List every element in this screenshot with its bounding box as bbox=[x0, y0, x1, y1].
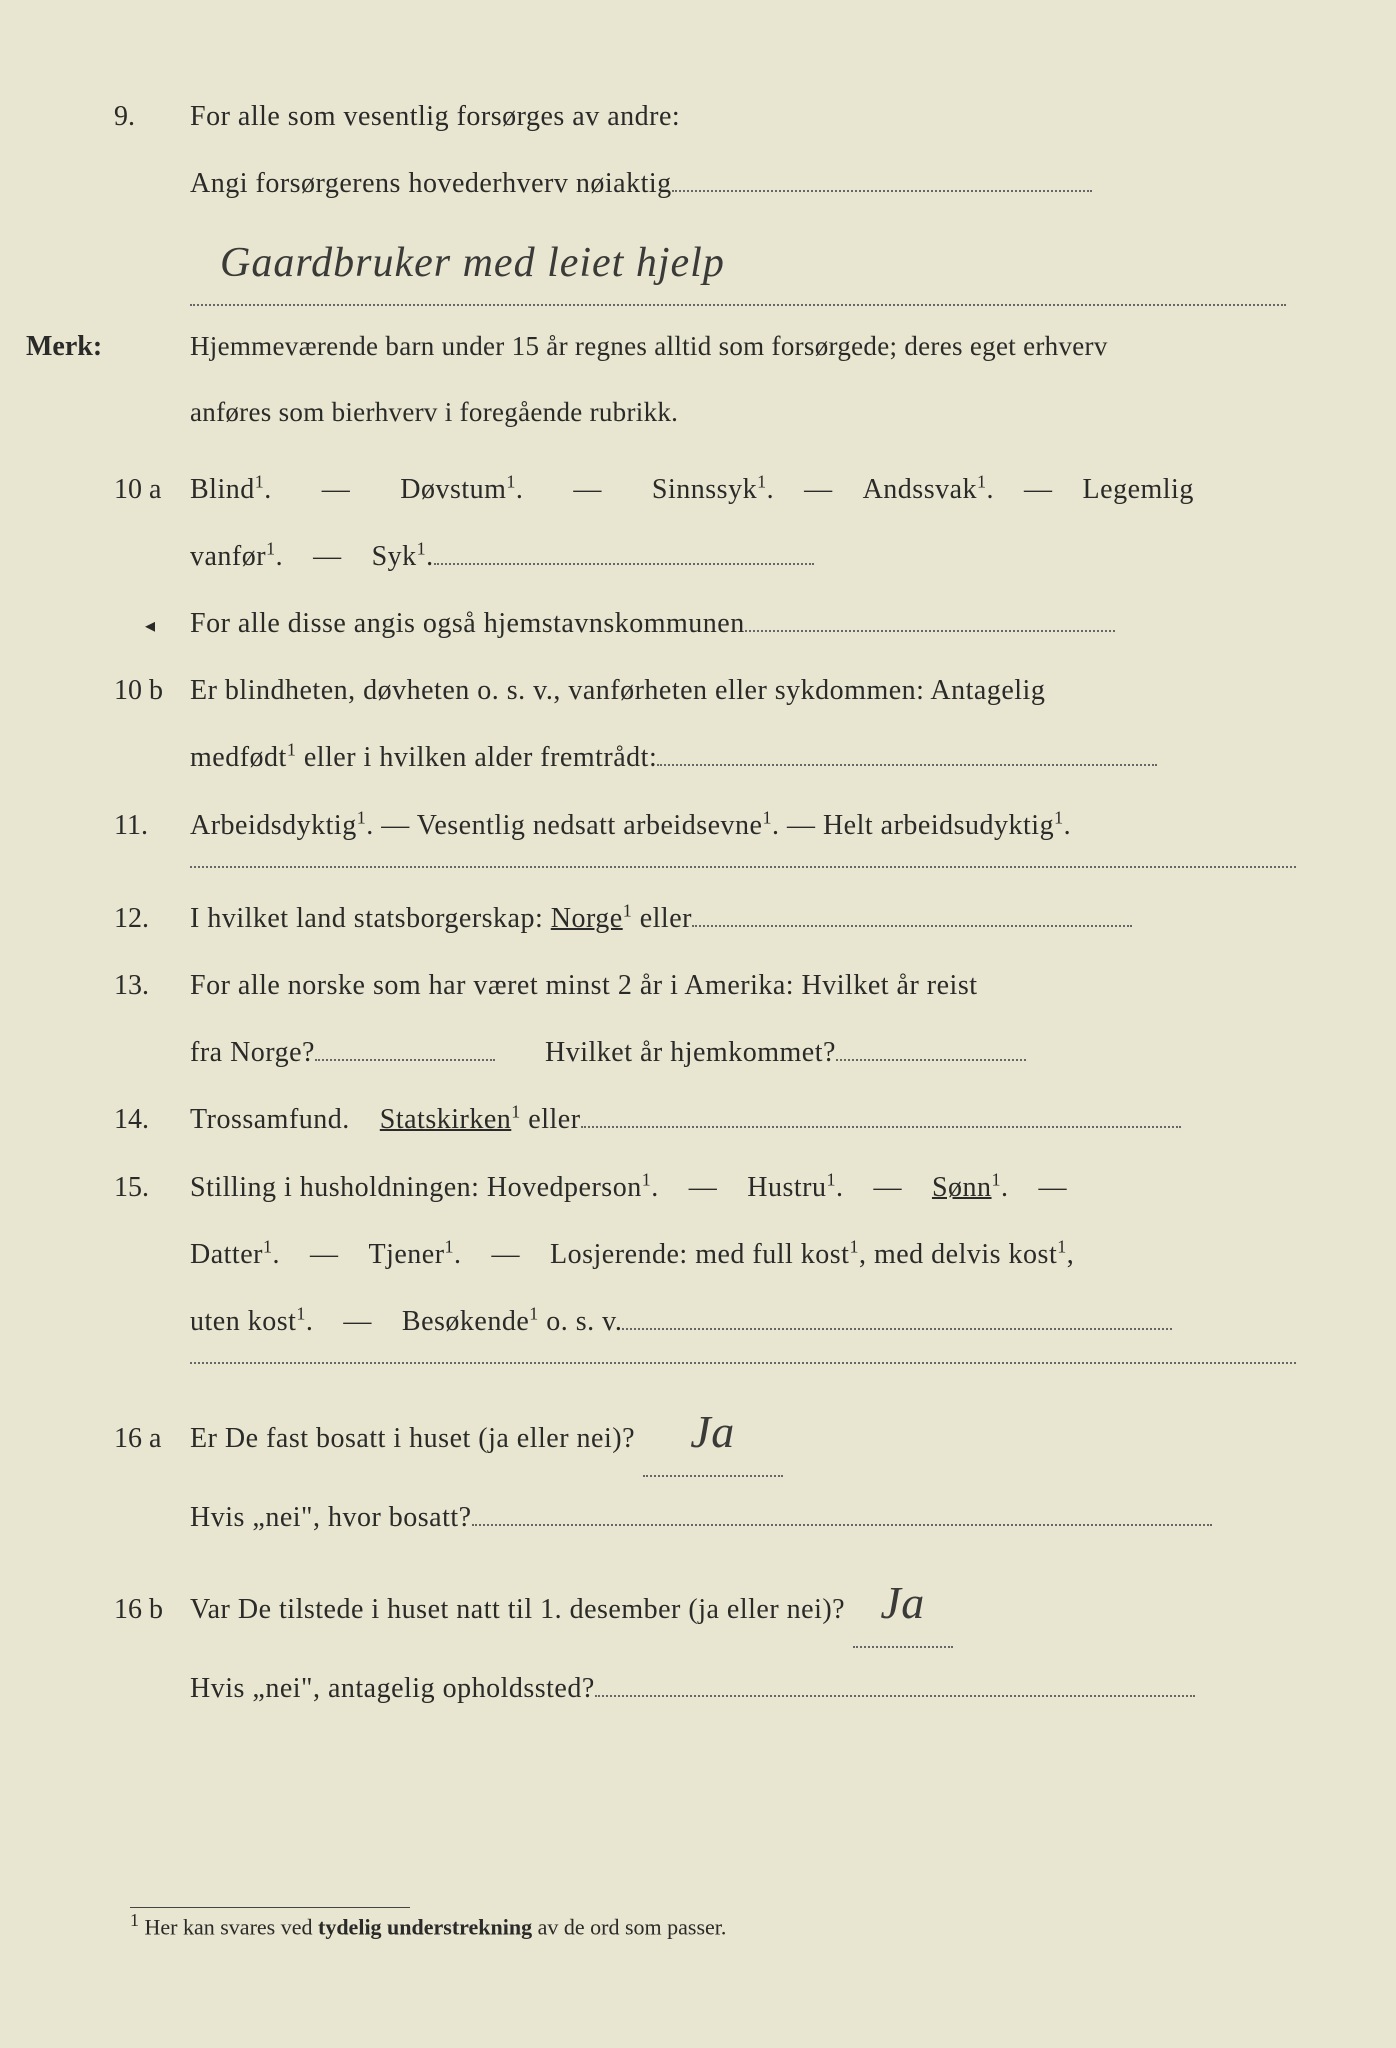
q12-num: 12. bbox=[110, 892, 190, 945]
q9-num: 9. bbox=[110, 90, 190, 143]
q16a-hand: Ja bbox=[690, 1388, 734, 1475]
q9-text1: For alle som vesentlig forsørges av andr… bbox=[190, 90, 1306, 143]
q15-sonn: Sønn bbox=[932, 1172, 992, 1203]
q10a-line1: 10 a Blind1.—Døvstum1.—Sinnssyk1.—Andssv… bbox=[110, 463, 1306, 516]
q10b-line1: 10 b Er blindheten, døvheten o. s. v., v… bbox=[110, 664, 1306, 717]
q11-line: 11. Arbeidsdyktig1. — Vesentlig nedsatt … bbox=[110, 799, 1306, 852]
footnote: 1 Her kan svares ved tydelig understrekn… bbox=[130, 1903, 726, 1948]
q16b-line2: Hvis „nei", antagelig opholdssted? bbox=[110, 1662, 1306, 1715]
q13-text1: For alle norske som har været minst 2 år… bbox=[190, 959, 1306, 1012]
q15-line2: Datter1.—Tjener1.—Losjerende: med full k… bbox=[110, 1228, 1306, 1281]
q15-num: 15. bbox=[110, 1161, 190, 1214]
q10a-num: 10 a bbox=[110, 463, 190, 516]
q9-line1: 9. For alle som vesentlig forsørges av a… bbox=[110, 90, 1306, 143]
q10a-line2: vanfør1.—Syk1. bbox=[110, 530, 1306, 583]
q14-num: 14. bbox=[110, 1093, 190, 1146]
q16a-num: 16 a bbox=[110, 1412, 190, 1465]
q15-blank-line bbox=[190, 1362, 1296, 1364]
q15-line1: 15. Stilling i husholdningen: Hovedperso… bbox=[110, 1161, 1306, 1214]
merk-label: Merk: bbox=[20, 320, 110, 373]
q9-text2: Angi forsørgerens hovederhverv nøiaktig bbox=[190, 168, 672, 199]
q16b-line1: 16 b Var De tilstede i huset natt til 1.… bbox=[110, 1559, 1306, 1648]
q13-num: 13. bbox=[110, 959, 190, 1012]
merk-text2: anføres som bierhverv i foregående rubri… bbox=[190, 387, 1306, 438]
q10a-bullet: ◂ For alle disse angis også hjemstavnsko… bbox=[110, 597, 1306, 650]
q11-num: 11. bbox=[110, 799, 190, 852]
merk-text1: Hjemmeværende barn under 15 år regnes al… bbox=[190, 331, 1108, 361]
q16b-hand: Ja bbox=[880, 1559, 924, 1646]
q12-norge: Norge bbox=[551, 903, 623, 934]
q10b-line2: medfødt1 eller i hvilken alder fremtrådt… bbox=[110, 731, 1306, 784]
q10b-text1: Er blindheten, døvheten o. s. v., vanfør… bbox=[190, 664, 1306, 717]
q14-line: 14. Trossamfund.Statskirken1 eller bbox=[110, 1093, 1306, 1146]
q9-handwritten-row: Gaardbruker med leiet hjelp bbox=[110, 224, 1306, 306]
q9-line2: Angi forsørgerens hovederhverv nøiaktig bbox=[110, 157, 1306, 210]
q16a-line2: Hvis „nei", hvor bosatt? bbox=[110, 1491, 1306, 1544]
q9-handwritten: Gaardbruker med leiet hjelp bbox=[220, 240, 725, 286]
q12-line: 12. I hvilket land statsborgerskap: Norg… bbox=[110, 892, 1306, 945]
merk-row2: anføres som bierhverv i foregående rubri… bbox=[110, 387, 1306, 438]
q11-blank-line bbox=[190, 866, 1296, 868]
q16a-line1: 16 a Er De fast bosatt i huset (ja eller… bbox=[110, 1388, 1306, 1477]
merk-row: Merk: Hjemmeværende barn under 15 år reg… bbox=[110, 320, 1306, 373]
q16b-num: 16 b bbox=[110, 1583, 190, 1636]
q13-line1: 13. For alle norske som har været minst … bbox=[110, 959, 1306, 1012]
q13-line2: fra Norge?Hvilket år hjemkommet? bbox=[110, 1026, 1306, 1079]
q15-line3: uten kost1.—Besøkende1 o. s. v. bbox=[110, 1295, 1306, 1348]
q10b-num: 10 b bbox=[110, 664, 190, 717]
q10a-bullet-text: For alle disse angis også hjemstavnskomm… bbox=[190, 608, 745, 639]
q14-statskirken: Statskirken bbox=[380, 1104, 512, 1135]
